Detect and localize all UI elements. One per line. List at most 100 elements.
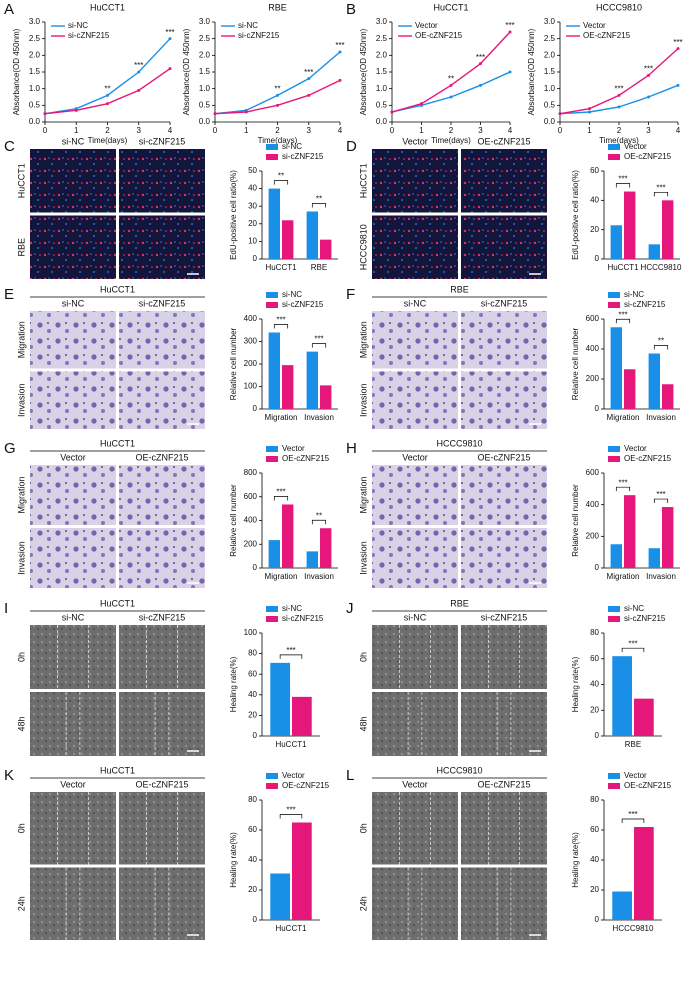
significance-bracket	[615, 183, 631, 188]
bar	[306, 211, 318, 259]
point	[276, 103, 279, 107]
bar	[612, 891, 632, 920]
point	[213, 112, 217, 116]
point	[558, 112, 562, 116]
legend-swatch	[266, 154, 278, 160]
point	[588, 107, 591, 111]
legend-label: si-NC	[282, 604, 302, 613]
bar	[634, 698, 654, 736]
grid-header: RBE	[450, 598, 469, 608]
x-tick-label: HuCCT1	[265, 263, 297, 272]
y-tick-label: 60	[248, 669, 257, 678]
panel-letter: F	[346, 286, 355, 303]
legend-swatch	[608, 616, 620, 622]
y-tick-label: 2.5	[199, 34, 211, 43]
micrograph	[119, 371, 205, 429]
x-tick-label: Migration	[265, 413, 298, 422]
micrograph	[372, 528, 458, 588]
micrograph	[372, 371, 458, 429]
micrograph	[461, 149, 547, 213]
column-label: si-cZNF215	[139, 298, 186, 308]
y-tick-label: 20	[590, 705, 599, 714]
micrograph	[119, 867, 205, 940]
y-tick-label: 1.5	[544, 67, 556, 76]
significance-bracket	[653, 191, 669, 197]
legend-swatch	[608, 606, 620, 612]
panel-letter: A	[4, 1, 14, 18]
significance: **	[278, 172, 284, 181]
significance-bracket	[279, 654, 303, 659]
y-axis-label: Healing rate(%)	[229, 656, 238, 712]
legend-swatch	[266, 302, 278, 308]
point	[508, 30, 512, 34]
bar	[320, 385, 332, 409]
bar	[282, 504, 294, 568]
bar	[624, 369, 636, 409]
y-axis-label: Relative cell number	[571, 327, 580, 400]
y-tick-label: 200	[586, 374, 600, 383]
legend-swatch	[266, 783, 278, 789]
bar	[662, 384, 674, 409]
micrograph	[119, 465, 205, 525]
legend-swatch	[266, 144, 278, 150]
significance: ***	[165, 28, 174, 37]
y-tick-label: 200	[244, 359, 258, 368]
y-tick-label: 80	[590, 628, 599, 637]
x-tick-label: Migration	[265, 572, 298, 581]
legend-label: si-NC	[624, 290, 644, 299]
y-tick-label: 600	[586, 314, 600, 323]
chart-title: HuCCT1	[433, 2, 468, 12]
column-label: OE-cZNF215	[135, 452, 188, 462]
y-tick-label: 80	[248, 795, 257, 804]
significance: ***	[314, 335, 323, 344]
bar	[292, 822, 312, 920]
bar	[268, 540, 280, 568]
y-tick-label: 0.0	[544, 117, 556, 126]
y-tick-label: 0	[253, 731, 258, 740]
legend-label: Vector	[624, 142, 647, 151]
y-tick-label: 2.5	[29, 34, 41, 43]
column-label: si-NC	[62, 298, 85, 308]
y-tick-label: 1.5	[29, 67, 41, 76]
point	[647, 95, 650, 99]
micrograph	[461, 692, 547, 756]
legend-label: Vector	[282, 771, 305, 780]
x-tick-label: 3	[478, 126, 483, 135]
column-label: si-NC	[404, 298, 427, 308]
panel-letter: J	[346, 600, 354, 617]
point	[676, 47, 680, 51]
legend-label: si-NC	[282, 290, 302, 299]
column-label: OE-cZNF215	[477, 136, 530, 146]
bar	[610, 225, 622, 259]
bar	[306, 351, 318, 409]
legend-swatch	[266, 292, 278, 298]
panel-letter: E	[4, 286, 14, 303]
panel-letter: I	[4, 600, 8, 617]
x-tick-label: 0	[213, 126, 218, 135]
y-axis-label: EdU-positive cell ratio(%)	[229, 170, 238, 260]
legend-label: OE-cZNF215	[583, 31, 631, 40]
y-tick-label: 200	[586, 531, 600, 540]
y-tick-label: 2.0	[29, 50, 41, 59]
row-label: Invasion	[358, 383, 368, 417]
y-tick-label: 1.5	[376, 67, 388, 76]
point	[168, 67, 172, 71]
y-tick-label: 40	[590, 195, 599, 204]
y-axis-label: Absorbance(OD 450nm)	[12, 28, 21, 115]
significance: ***	[656, 183, 665, 192]
micrograph	[461, 465, 547, 525]
y-axis-label: Relative cell number	[571, 484, 580, 557]
grid-header: HuCCT1	[100, 765, 135, 775]
bar	[320, 528, 332, 568]
row-label: 48h	[16, 716, 26, 731]
bar	[306, 551, 318, 568]
row-label: Migration	[358, 476, 368, 513]
x-tick-label: 3	[307, 126, 312, 135]
x-tick-label: 3	[646, 126, 651, 135]
x-tick-label: Invasion	[646, 572, 676, 581]
point	[137, 70, 141, 74]
line-series	[391, 31, 511, 113]
y-tick-label: 0	[253, 915, 258, 924]
x-tick-label: 1	[587, 126, 592, 135]
